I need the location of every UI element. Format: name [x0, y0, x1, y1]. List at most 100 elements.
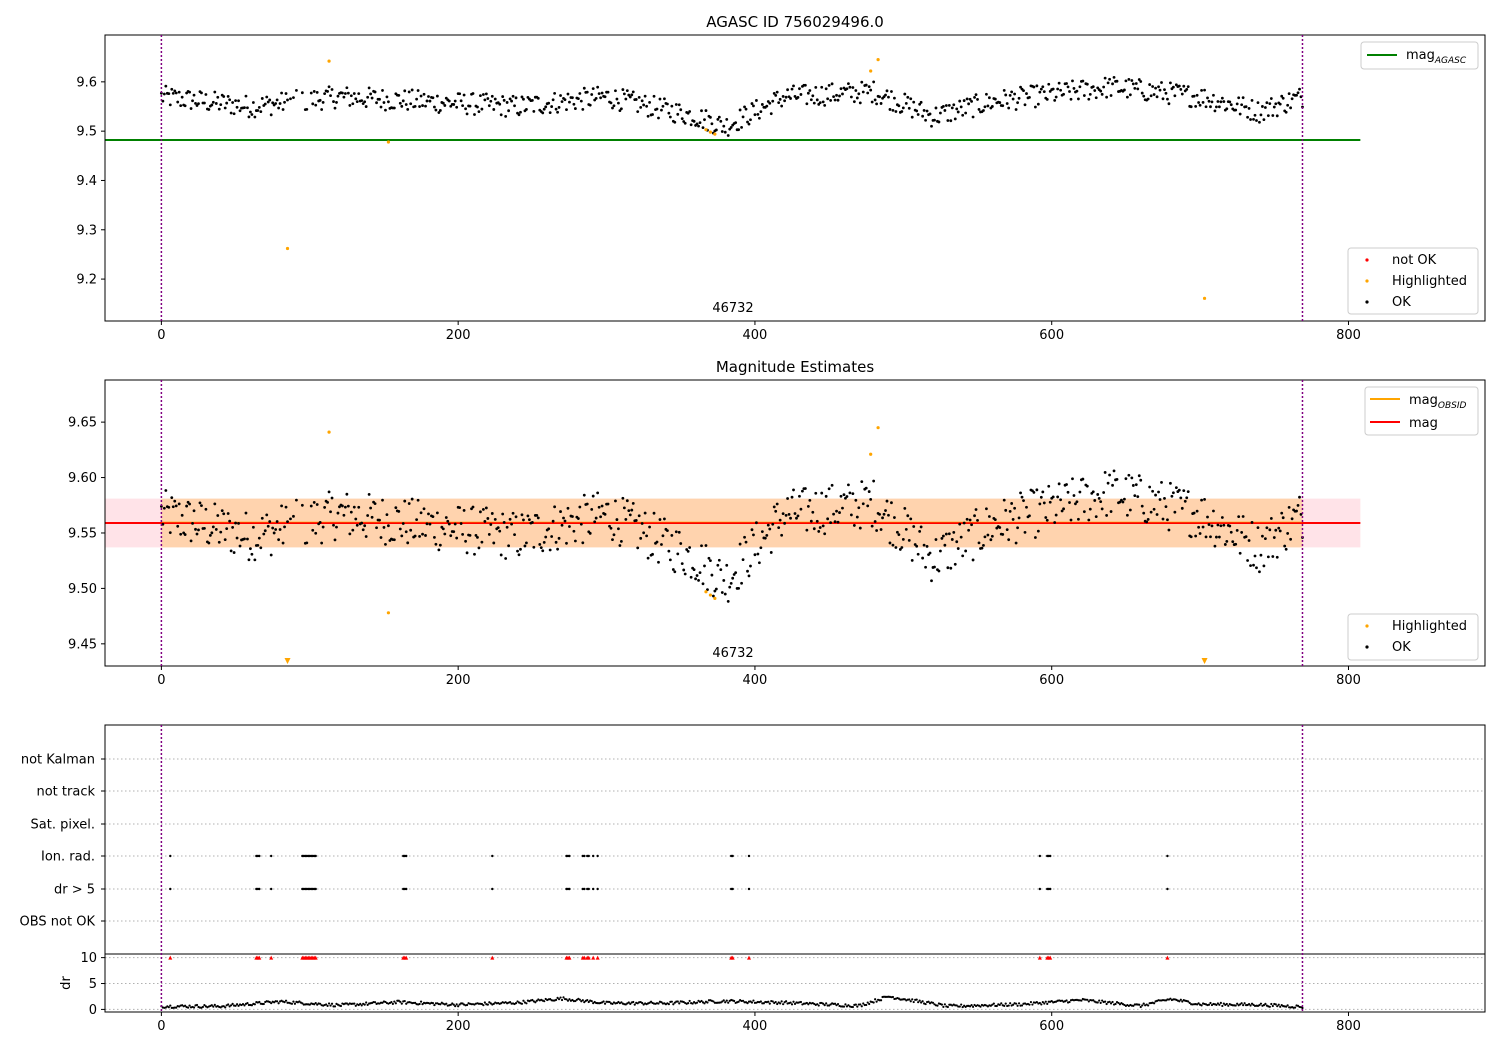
- ok-point: [829, 521, 833, 525]
- dr-point: [842, 1005, 846, 1008]
- ok-point: [499, 553, 503, 557]
- ok-point: [1038, 502, 1042, 506]
- ok-point: [1253, 554, 1257, 558]
- ok-point: [1225, 107, 1229, 111]
- ok-point: [536, 96, 540, 100]
- flag-point: [731, 854, 734, 858]
- ok-point: [711, 594, 715, 598]
- dr-point: [568, 998, 571, 1001]
- flag-point: [1049, 887, 1052, 891]
- ok-point: [486, 517, 490, 520]
- ok-point: [757, 116, 761, 120]
- dr-point: [1035, 1000, 1038, 1004]
- ok-point: [1299, 95, 1303, 99]
- ok-point: [461, 104, 465, 108]
- ok-point: [1099, 500, 1103, 504]
- ok-point: [1287, 92, 1291, 96]
- ok-point: [971, 558, 975, 562]
- ok-point: [342, 513, 346, 517]
- ok-point: [845, 87, 849, 91]
- ok-point: [977, 108, 981, 111]
- ok-point: [566, 92, 570, 96]
- ok-point: [1112, 469, 1116, 473]
- ok-point: [539, 546, 543, 550]
- ok-point: [968, 518, 972, 522]
- dr-point: [688, 999, 691, 1003]
- ok-point: [806, 91, 810, 95]
- ok-point: [1134, 82, 1138, 85]
- ok-point: [421, 104, 424, 107]
- ok-point: [207, 541, 211, 545]
- ok-point: [695, 574, 699, 577]
- ok-point: [183, 104, 187, 108]
- ok-point: [726, 600, 730, 603]
- ok-point: [428, 99, 432, 103]
- ok-point: [394, 506, 398, 510]
- ok-point: [707, 556, 711, 560]
- x-tick-label: 800: [1336, 328, 1361, 343]
- dr-point: [1109, 1002, 1113, 1005]
- ok-point: [556, 110, 559, 114]
- ok-point: [808, 89, 812, 92]
- ok-point: [617, 101, 620, 105]
- ok-point: [617, 527, 620, 531]
- ok-point: [398, 527, 402, 531]
- dr-point: [691, 1002, 694, 1005]
- ok-point: [179, 532, 183, 536]
- ok-point: [243, 106, 246, 110]
- ok-point: [373, 502, 377, 505]
- ok-point: [1258, 570, 1261, 574]
- legend-ok: OK: [1392, 295, 1411, 310]
- ok-point: [343, 92, 347, 95]
- ok-point: [228, 519, 232, 523]
- dr-point: [915, 998, 918, 1001]
- ok-point: [875, 529, 879, 532]
- ok-point: [428, 522, 432, 526]
- ok-point: [934, 538, 938, 541]
- dr-point: [611, 1002, 614, 1005]
- ok-point: [435, 94, 439, 98]
- ok-point: [778, 97, 782, 101]
- ok-point: [737, 128, 741, 132]
- ok-point: [652, 94, 656, 98]
- ok-point: [658, 518, 662, 521]
- dr-point: [1092, 999, 1095, 1002]
- ok-point: [1139, 478, 1143, 482]
- ok-point: [505, 101, 509, 104]
- ok-point: [841, 506, 844, 510]
- dr-point: [557, 998, 561, 1001]
- ok-point: [811, 94, 815, 98]
- ok-point: [811, 510, 815, 514]
- ok-point: [790, 87, 794, 91]
- ok-point: [622, 506, 626, 510]
- dr-point: [1132, 1004, 1135, 1007]
- ok-point: [643, 94, 647, 98]
- ok-point: [1060, 509, 1064, 513]
- ok-point: [910, 115, 914, 119]
- ok-point: [777, 101, 781, 105]
- ok-point: [609, 101, 613, 105]
- ok-point: [1124, 79, 1128, 83]
- dr-point: [1247, 1003, 1251, 1006]
- ok-point: [585, 90, 589, 94]
- ok-point: [422, 507, 426, 511]
- dr-point: [231, 1002, 234, 1005]
- ok-point: [366, 95, 370, 99]
- ok-point: [820, 85, 824, 89]
- ok-point: [443, 532, 447, 536]
- ok-point: [858, 101, 862, 105]
- x-tick-label: 400: [743, 1019, 768, 1034]
- ok-point: [1213, 544, 1217, 548]
- dr-point: [431, 1002, 435, 1005]
- ok-point: [901, 106, 905, 110]
- ok-point: [692, 568, 696, 572]
- dr-capped-marker: [1165, 955, 1170, 960]
- x-tick-label: 400: [743, 673, 768, 688]
- ok-point: [174, 91, 178, 95]
- ok-point: [559, 94, 562, 97]
- dr-point: [741, 999, 745, 1002]
- ok-point: [502, 521, 506, 524]
- ok-point: [346, 91, 350, 95]
- ok-point: [655, 540, 659, 544]
- ok-point: [1247, 539, 1251, 542]
